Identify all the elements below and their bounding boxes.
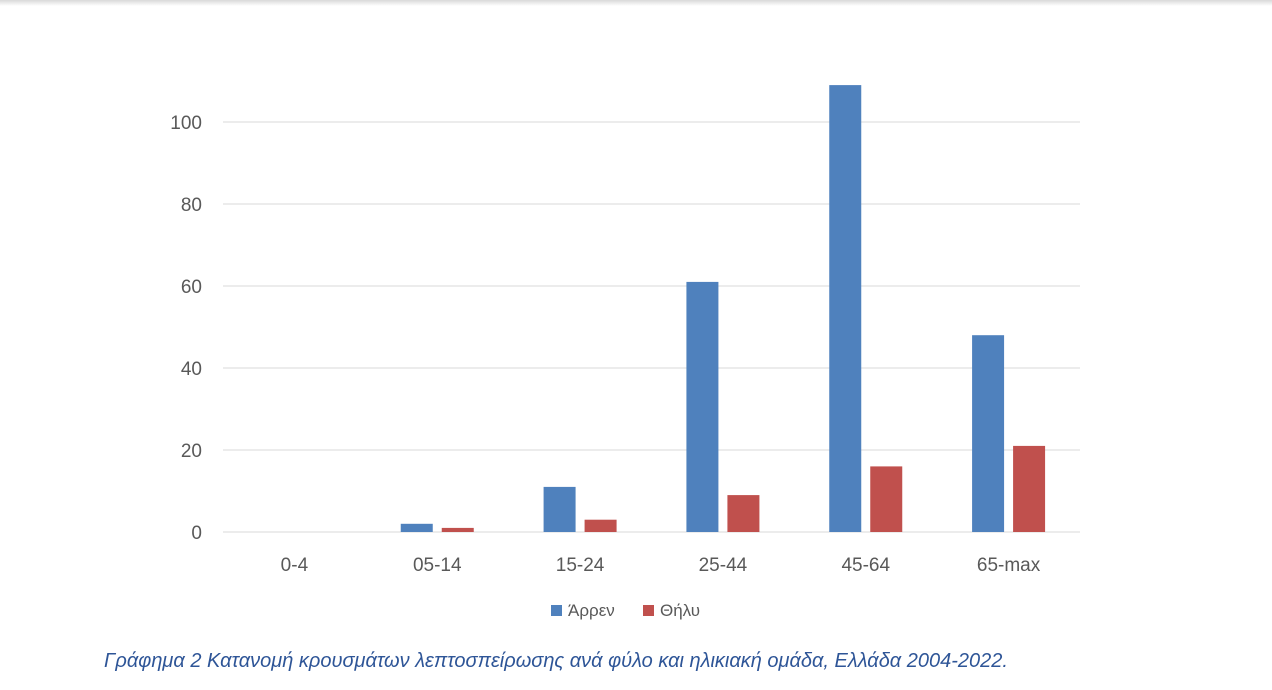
- bar-male-15-24: [543, 486, 576, 532]
- y-tick-label: 40: [181, 359, 202, 380]
- y-tick-label: 100: [170, 113, 202, 134]
- gridlines: [223, 121, 1080, 533]
- legend-label: Θήλυ: [660, 601, 700, 620]
- x-tick-label: 0-4: [281, 555, 309, 576]
- top-edge-shadow: [0, 0, 1272, 6]
- bar-female-05-14: [441, 527, 474, 532]
- legend: Άρρεν Θήλυ: [551, 601, 700, 620]
- legend-label: Άρρεν: [568, 601, 615, 620]
- y-tick-label: 0: [191, 523, 202, 544]
- bar-male-65-max: [972, 335, 1005, 532]
- bar-male-25-44: [686, 281, 719, 532]
- bar-female-65-max: [1013, 445, 1046, 532]
- bar-female-15-24: [584, 519, 617, 532]
- x-tick-label: 25-44: [699, 555, 748, 576]
- x-tick-label: 45-64: [841, 555, 890, 576]
- bars: [400, 85, 1046, 532]
- y-tick-label: 60: [181, 277, 202, 298]
- x-tick-label: 05-14: [413, 555, 462, 576]
- legend-swatch: [551, 605, 562, 616]
- x-tick-label: 65-max: [977, 555, 1041, 576]
- bar-female-25-44: [727, 495, 760, 532]
- legend-swatch: [643, 605, 654, 616]
- figure-caption: Γράφημα 2 Κατανομή κρουσμάτων λεπτοσπείρ…: [104, 650, 1008, 672]
- bar-male-05-14: [400, 523, 433, 532]
- y-tick-label: 80: [181, 195, 202, 216]
- x-tick-label: 15-24: [556, 555, 605, 576]
- bar-female-45-64: [870, 466, 903, 532]
- x-axis-ticks: 0-4 05-14 15-24 25-44 45-64 65-max: [281, 555, 1041, 576]
- y-tick-label: 20: [181, 441, 202, 462]
- y-axis-ticks: 0 20 40 60 80 100: [170, 113, 202, 544]
- bar-male-45-64: [829, 85, 862, 532]
